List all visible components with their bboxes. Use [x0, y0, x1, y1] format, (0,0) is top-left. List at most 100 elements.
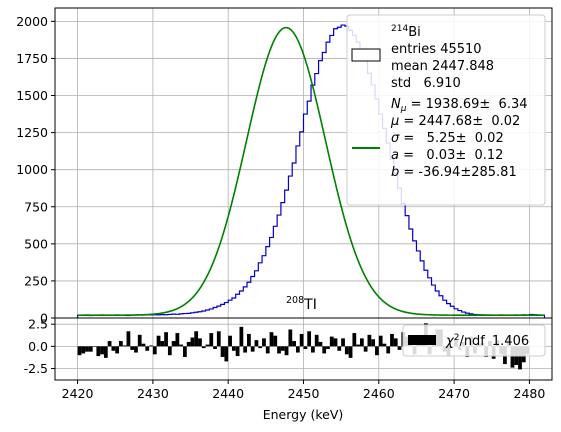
- residual-bar: [183, 346, 187, 357]
- legend-fit-param: b = -36.94±285.81: [391, 165, 517, 180]
- residual-y-axis: 2.5 0.0 -2.5: [24, 317, 55, 376]
- xtick-label: 2420: [62, 386, 94, 401]
- legend-fit-param: σ = 5.25± 0.02: [391, 131, 504, 146]
- residual-bar: [172, 341, 176, 346]
- residual-bar: [168, 346, 172, 355]
- legend-hist-entries: entries 45510: [391, 42, 482, 57]
- xtick-label: 2460: [363, 386, 395, 401]
- residual-bar: [164, 332, 168, 346]
- residual-bar: [341, 338, 345, 346]
- residual-bar: [375, 346, 379, 355]
- legend-fit-param: Nμ = 1938.69± 6.34: [391, 97, 528, 114]
- residual-bar: [213, 346, 217, 349]
- residual-bar: [360, 338, 364, 346]
- legend-hist-mean: mean 2447.848: [391, 59, 494, 74]
- residual-bar: [349, 346, 353, 358]
- main-ytick-label: 2000: [16, 14, 48, 29]
- main-ytick-label: 1500: [16, 88, 48, 103]
- residual-bar: [356, 345, 360, 347]
- residual-bar: [130, 346, 134, 350]
- residual-bar: [311, 346, 315, 352]
- residual-bar: [394, 338, 398, 346]
- xtick-label: 2480: [514, 386, 546, 401]
- residual-bar: [187, 342, 191, 346]
- residual-bar: [352, 333, 356, 346]
- residual-bar: [255, 340, 259, 346]
- residual-bar: [142, 344, 146, 347]
- residual-bar: [285, 346, 289, 355]
- residual-bar: [243, 346, 247, 352]
- residual-bar: [160, 341, 164, 346]
- residual-bar: [134, 346, 138, 352]
- residual-bar: [371, 339, 375, 346]
- residual-bar: [217, 331, 221, 346]
- chi2-box: χ2/ndf 1.406: [403, 325, 545, 356]
- residual-bar: [266, 346, 270, 353]
- residual-bar: [224, 346, 228, 361]
- residual-bar: [296, 346, 300, 352]
- x-axis-label: Energy (keV): [263, 407, 344, 422]
- residual-bar: [179, 345, 183, 347]
- residual-bar: [315, 335, 319, 347]
- residual-ytick-label: -2.5: [24, 361, 48, 376]
- residual-bar: [288, 330, 292, 347]
- residual-ytick-label: 2.5: [28, 317, 48, 332]
- residual-bar: [398, 346, 402, 350]
- residual-bar: [326, 346, 330, 349]
- legend-fit-param: a = 0.03± 0.12: [391, 148, 503, 163]
- residual-bar: [206, 345, 210, 347]
- xtick-label: 2470: [438, 386, 470, 401]
- xtick-label: 2440: [212, 386, 244, 401]
- main-ytick-label: 1750: [16, 51, 48, 66]
- residual-bar: [258, 346, 262, 348]
- residual-bar: [247, 334, 251, 346]
- residual-bar: [89, 346, 93, 351]
- residual-bar: [337, 346, 341, 350]
- residual-bar: [145, 346, 149, 350]
- residual-bar: [191, 337, 195, 346]
- residual-bar: [262, 338, 266, 346]
- residual-bar: [379, 336, 383, 347]
- residual-bar: [85, 346, 89, 351]
- residual-bar: [198, 338, 202, 346]
- residual-bar: [93, 346, 97, 347]
- residual-bar: [81, 346, 85, 353]
- residual-bar: [100, 346, 104, 354]
- residual-bar: [228, 336, 232, 347]
- residual-bar: [209, 333, 213, 346]
- residual-bar: [232, 346, 236, 350]
- residual-bar: [364, 346, 368, 351]
- annotation-208tl: 208TI: [286, 295, 317, 313]
- residual-bar: [153, 346, 157, 354]
- residual-bar: [104, 346, 108, 358]
- residual-bar: [277, 346, 281, 353]
- residual-bar: [368, 335, 372, 347]
- residual-bar: [273, 336, 277, 347]
- main-ytick-label: 250: [24, 273, 48, 288]
- residual-bar: [111, 346, 115, 350]
- legend: 214Bi entries 45510 mean 2447.848 std 6.…: [347, 15, 545, 205]
- main-ytick-label: 1000: [16, 162, 48, 177]
- residual-bar: [239, 327, 243, 346]
- residual-bar: [292, 341, 296, 346]
- residual-bar: [149, 345, 153, 346]
- residual-ytick-label: 0.0: [28, 339, 48, 354]
- residual-bar: [157, 336, 161, 347]
- xtick-label: 2450: [288, 386, 320, 401]
- residual-bar: [386, 346, 390, 353]
- residual-bar: [330, 337, 334, 347]
- residual-bar: [300, 334, 304, 346]
- residual-bar: [390, 334, 394, 346]
- main-ytick-label: 500: [24, 236, 48, 251]
- legend-hist-std: std 6.910: [391, 76, 461, 91]
- x-axis: 2420 2430 2440 2450 2460 2470 2480: [62, 380, 546, 401]
- legend-fit-param: μ = 2447.68± 0.02: [390, 114, 520, 129]
- residual-bar: [127, 331, 131, 346]
- main-ytick-label: 1250: [16, 125, 48, 140]
- residual-bar: [270, 332, 274, 346]
- residual-bar: [281, 346, 285, 350]
- residual-bar: [221, 346, 225, 357]
- residual-bar: [138, 335, 142, 347]
- residual-bar: [96, 346, 100, 356]
